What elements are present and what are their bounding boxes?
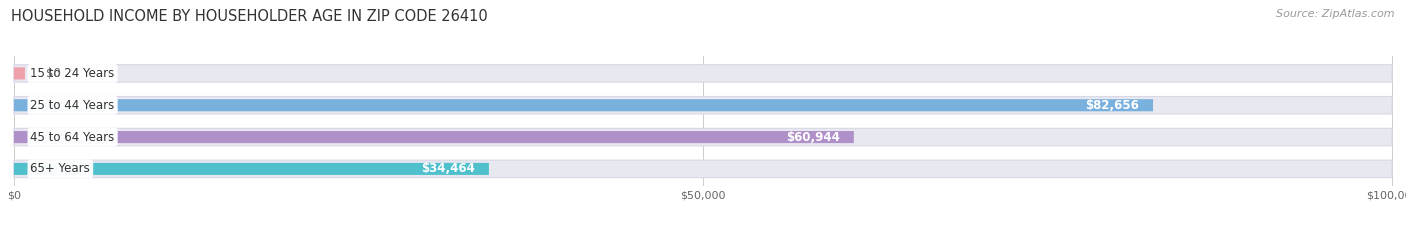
FancyBboxPatch shape — [14, 160, 1392, 178]
Text: HOUSEHOLD INCOME BY HOUSEHOLDER AGE IN ZIP CODE 26410: HOUSEHOLD INCOME BY HOUSEHOLDER AGE IN Z… — [11, 9, 488, 24]
Text: 15 to 24 Years: 15 to 24 Years — [31, 67, 115, 80]
FancyBboxPatch shape — [14, 163, 489, 175]
FancyBboxPatch shape — [14, 67, 25, 79]
Text: $60,944: $60,944 — [786, 130, 839, 144]
FancyBboxPatch shape — [14, 96, 1392, 114]
FancyBboxPatch shape — [14, 99, 1153, 111]
Text: 25 to 44 Years: 25 to 44 Years — [31, 99, 115, 112]
Text: 65+ Years: 65+ Years — [31, 162, 90, 175]
Text: $0: $0 — [45, 67, 60, 80]
FancyBboxPatch shape — [14, 65, 1392, 82]
Text: Source: ZipAtlas.com: Source: ZipAtlas.com — [1277, 9, 1395, 19]
Text: $82,656: $82,656 — [1085, 99, 1139, 112]
FancyBboxPatch shape — [14, 128, 1392, 146]
FancyBboxPatch shape — [14, 131, 853, 143]
Text: $34,464: $34,464 — [422, 162, 475, 175]
Text: 45 to 64 Years: 45 to 64 Years — [31, 130, 115, 144]
